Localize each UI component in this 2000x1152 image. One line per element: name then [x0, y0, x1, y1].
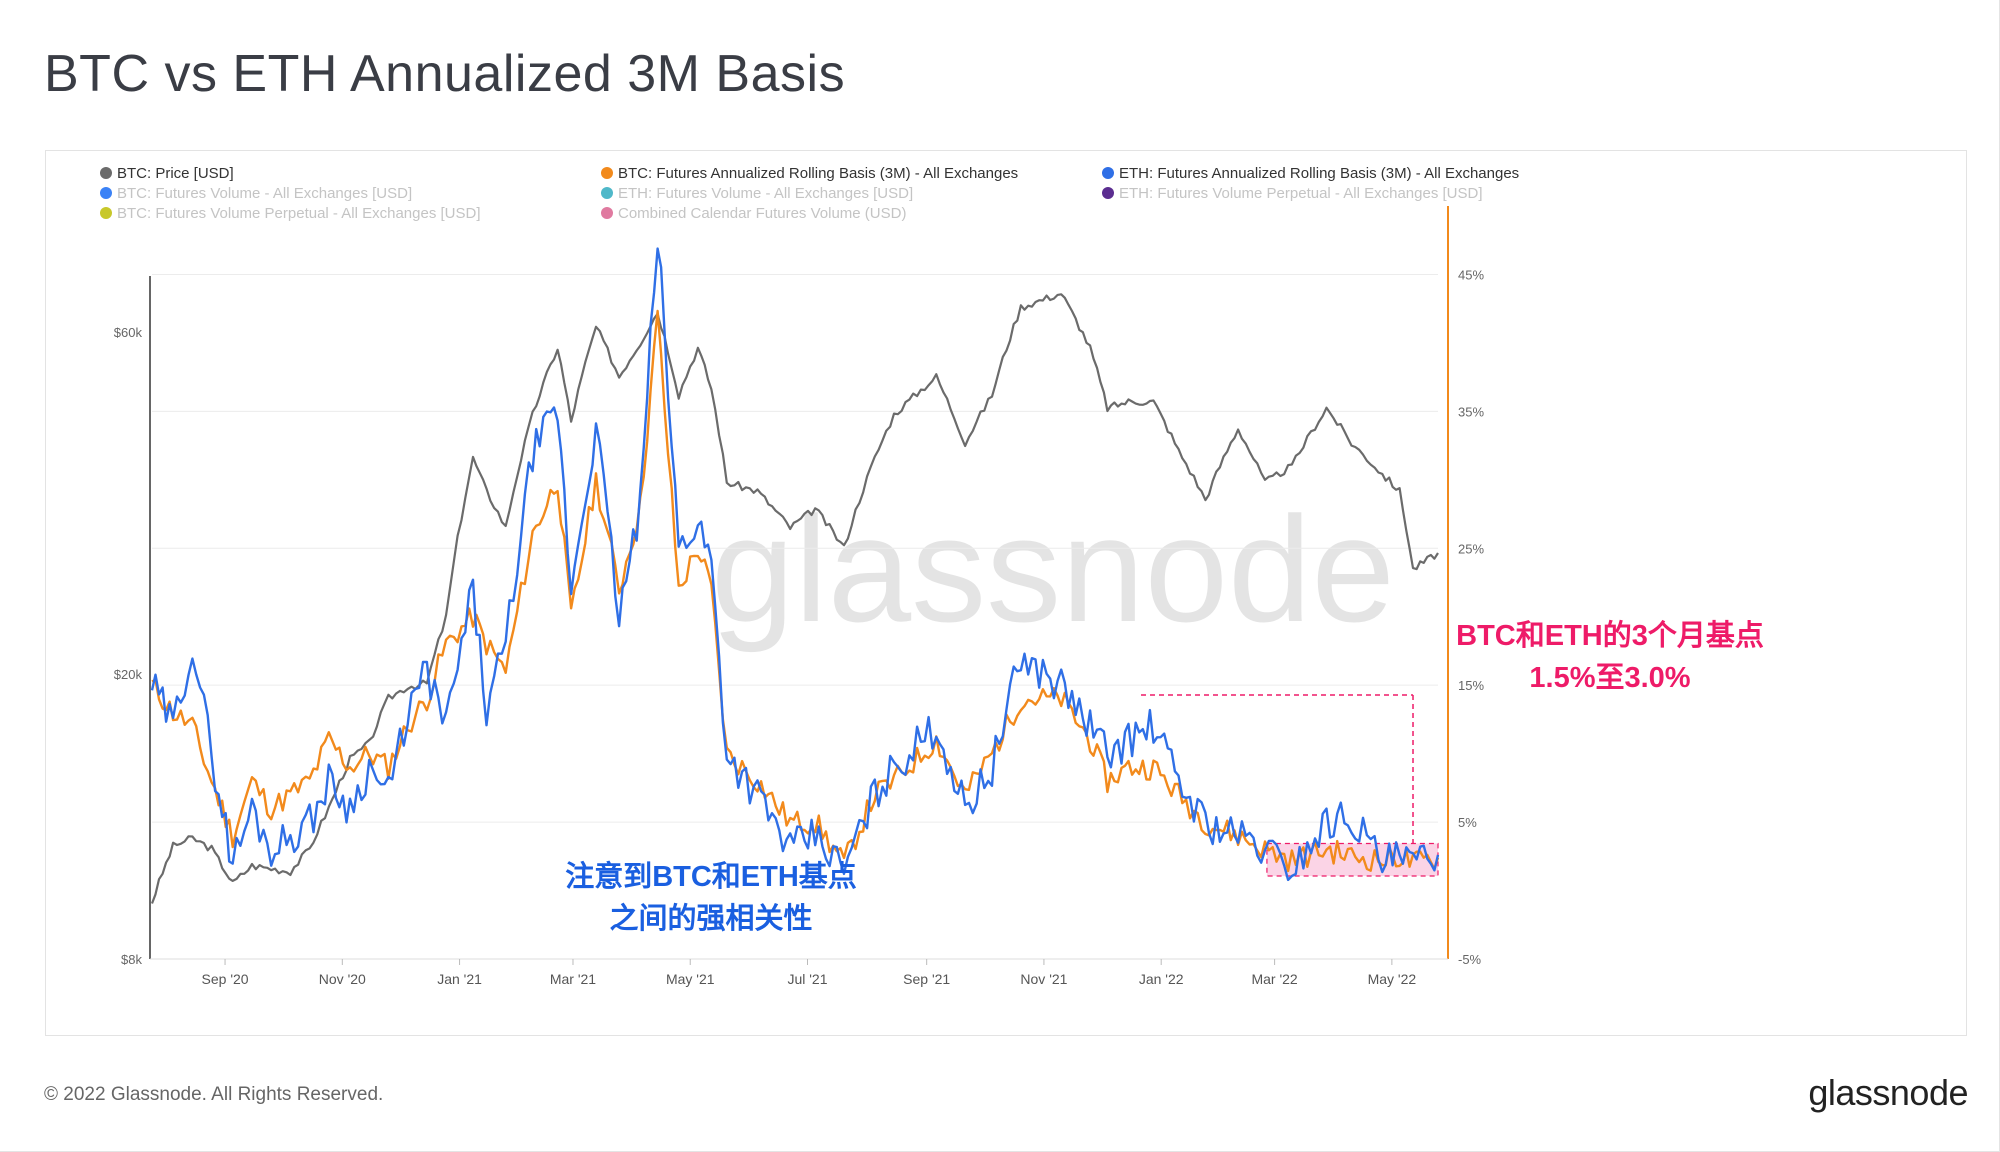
axes: $8k $20k $60k -5% 5% 15% 25% 35% 45% Sep '20 Nov '… [114, 206, 1484, 987]
x-tick-label: Jan '22 [1139, 971, 1184, 987]
x-tick-label: Mar '22 [1251, 971, 1297, 987]
chart-svg: BTC: Price [USD] BTC: Futures Annualized … [100, 165, 1764, 987]
series-line [151, 309, 1440, 873]
legend-swatch-icon [601, 167, 613, 179]
annotations: 注意到BTC和ETH基点 之间的强相关性 BTC和ETH的3个月基点 1.5%至… [565, 618, 1764, 935]
y-right-tick-label: 25% [1458, 541, 1484, 556]
y-left-tick-label: $60k [114, 325, 143, 340]
y-right-tick-label: 5% [1458, 815, 1477, 830]
footer-copyright: © 2022 Glassnode. All Rights Reserved. [44, 1084, 384, 1105]
x-tick-label: May '21 [666, 971, 715, 987]
legend-swatch-icon [1102, 187, 1114, 199]
annotation-correlation-line1: 注意到BTC和ETH基点 [565, 859, 857, 893]
y-right-tick-label: 35% [1458, 404, 1484, 419]
legend-item[interactable]: ETH: Futures Annualized Rolling Basis (3… [1102, 165, 1519, 182]
y-left-tick-label: $20k [114, 667, 143, 682]
legend-swatch-icon [100, 167, 112, 179]
legend-swatch-icon [1102, 167, 1114, 179]
legend-label: Combined Calendar Futures Volume (USD) [618, 205, 906, 222]
x-tick-label: Sep '21 [903, 971, 950, 987]
legend-item[interactable]: BTC: Price [USD] [100, 165, 234, 182]
legend-item[interactable]: Combined Calendar Futures Volume (USD) [601, 205, 906, 222]
legend-label: BTC: Price [USD] [117, 165, 234, 182]
legend-swatch-icon [601, 187, 613, 199]
legend-swatch-icon [100, 187, 112, 199]
x-tick-label: Jul '21 [787, 971, 827, 987]
y-right-tick-label: -5% [1458, 952, 1482, 967]
series-line [150, 247, 1440, 882]
footer-logo[interactable]: glassnode [1808, 1072, 1968, 1113]
legend-label: BTC: Futures Volume - All Exchanges [USD… [117, 185, 412, 202]
legend-item[interactable]: ETH: Futures Volume Perpetual - All Exch… [1102, 185, 1483, 202]
annotation-range-line1: BTC和ETH的3个月基点 [1456, 618, 1764, 652]
annotation-correlation-line2: 之间的强相关性 [609, 901, 812, 935]
legend-label: ETH: Futures Annualized Rolling Basis (3… [1119, 165, 1519, 182]
legend-label: BTC: Futures Annualized Rolling Basis (3… [618, 165, 1018, 182]
x-tick-label: Mar '21 [550, 971, 596, 987]
y-left-tick-label: $8k [121, 952, 142, 967]
x-tick-label: Nov '20 [319, 971, 366, 987]
annotation-range-line2: 1.5%至3.0% [1529, 662, 1690, 694]
legend-item[interactable]: BTC: Futures Volume Perpetual - All Exch… [100, 205, 481, 222]
highlight-band [1141, 694, 1439, 877]
x-tick-label: Sep '20 [202, 971, 249, 987]
x-tick-label: Nov '21 [1020, 971, 1067, 987]
legend-swatch-icon [100, 207, 112, 219]
y-right-tick-label: 45% [1458, 267, 1484, 282]
legend: BTC: Price [USD] BTC: Futures Annualized … [100, 165, 1519, 222]
legend-label: BTC: Futures Volume Perpetual - All Exch… [117, 205, 481, 222]
legend-label: ETH: Futures Volume - All Exchanges [USD… [618, 185, 913, 202]
legend-item[interactable]: ETH: Futures Volume - All Exchanges [USD… [601, 185, 913, 202]
legend-label: ETH: Futures Volume Perpetual - All Exch… [1119, 185, 1483, 202]
x-tick-label: Jan '21 [437, 971, 482, 987]
legend-item[interactable]: BTC: Futures Volume - All Exchanges [USD… [100, 185, 412, 202]
y-right-tick-label: 15% [1458, 678, 1484, 693]
legend-item[interactable]: BTC: Futures Annualized Rolling Basis (3… [601, 165, 1018, 182]
series-line [150, 293, 1439, 904]
legend-swatch-icon [601, 207, 613, 219]
chart-panel: BTC: Price [USD] BTC: Futures Annualized … [45, 150, 1967, 1036]
series-lines [150, 247, 1440, 904]
x-tick-label: May '22 [1368, 971, 1417, 987]
page-title: BTC vs ETH Annualized 3M Basis [44, 45, 846, 103]
watermark-text: glassnode [711, 485, 1395, 653]
